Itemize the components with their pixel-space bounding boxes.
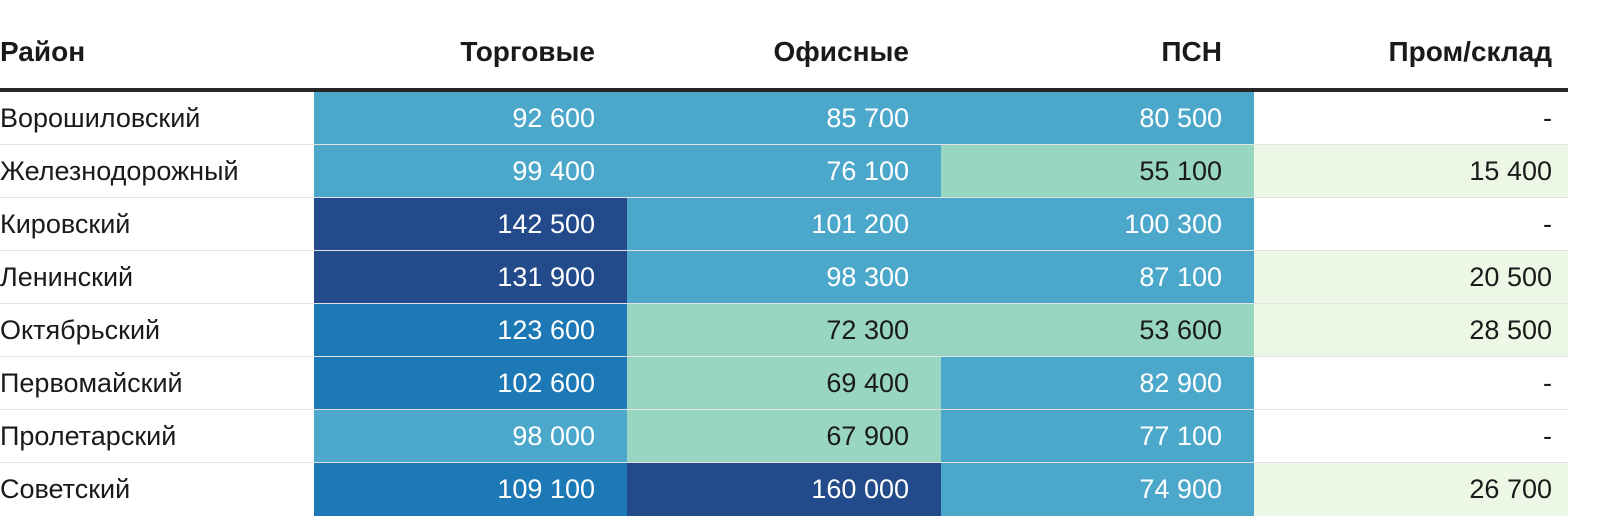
value-cell-Торговые: 109 100 (314, 463, 627, 516)
value-cell-ПСН: 74 900 (941, 463, 1254, 516)
district-name: Кировский (0, 209, 131, 239)
value-cell-ПСН: 77 100 (941, 410, 1254, 463)
value-cell-Торговые: 142 500 (314, 198, 627, 251)
value-cell-Пром/склад: - (1254, 92, 1568, 145)
district-name: Железнодорожный (0, 156, 239, 186)
column-header-4: Пром/склад (1388, 36, 1552, 67)
value-cell-Пром/склад: 28 500 (1254, 304, 1568, 357)
row-divider (0, 250, 1568, 251)
district-name: Пролетарский (0, 421, 177, 451)
value-cell-ПСН: 100 300 (941, 198, 1254, 251)
table-row: Октябрьский 123 600 72 300 53 600 28 500 (0, 304, 1568, 357)
value-cell-Пром/склад: 15 400 (1254, 145, 1568, 198)
district-name: Советский (0, 474, 131, 504)
table-row: Ворошиловский 92 600 85 700 80 500- (0, 92, 1568, 145)
row-divider (0, 356, 1568, 357)
heatmap-table: Район Торговые Офисные ПСН Пром/склад Вороши… (0, 0, 1568, 516)
value-cell-ПСН: 55 100 (941, 145, 1254, 198)
value-cell-ПСН: 87 100 (941, 251, 1254, 304)
district-name: Октябрьский (0, 315, 161, 345)
value-cell-Офисные: 160 000 (627, 463, 941, 516)
row-divider (0, 303, 1568, 304)
value-cell-Офисные: 76 100 (627, 145, 941, 198)
row-divider (0, 409, 1568, 410)
value-cell-Торговые: 92 600 (314, 92, 627, 145)
district-name: Первомайский (0, 368, 183, 398)
table-row: Советский 109 100 160 000 74 900 26 700 (0, 463, 1568, 516)
table-row: Железнодорожный 99 400 76 100 55 100 15 400 (0, 145, 1568, 198)
value-cell-Офисные: 72 300 (627, 304, 941, 357)
value-cell-Торговые: 98 000 (314, 410, 627, 463)
district-name: Ленинский (0, 262, 134, 292)
district-name: Ворошиловский (0, 103, 201, 133)
table-row: Ленинский 131 900 98 300 87 100 20 500 (0, 251, 1568, 304)
value-cell-Офисные: 67 900 (627, 410, 941, 463)
column-header-1: Торговые (460, 36, 595, 67)
value-cell-Торговые: 131 900 (314, 251, 627, 304)
value-cell-Офисные: 69 400 (627, 357, 941, 410)
column-header-2: Офисные (773, 36, 909, 67)
value-cell-ПСН: 80 500 (941, 92, 1254, 145)
row-divider (0, 144, 1568, 145)
value-cell-Офисные: 101 200 (627, 198, 941, 251)
table-body: Ворошиловский 92 600 85 700 80 500- Железнод… (0, 92, 1568, 516)
value-cell-Пром/склад: - (1254, 357, 1568, 410)
value-cell-Торговые: 123 600 (314, 304, 627, 357)
value-cell-Офисные: 85 700 (627, 92, 941, 145)
value-cell-Пром/склад: - (1254, 198, 1568, 251)
row-divider (0, 462, 1568, 463)
table-row: Пролетарский 98 000 67 900 77 100- (0, 410, 1568, 463)
column-header-3: ПСН (1161, 36, 1222, 67)
row-divider (0, 197, 1568, 198)
value-cell-Пром/склад: 20 500 (1254, 251, 1568, 304)
value-cell-Пром/склад: 26 700 (1254, 463, 1568, 516)
value-cell-Офисные: 98 300 (627, 251, 941, 304)
table-row: Первомайский 102 600 69 400 82 900- (0, 357, 1568, 410)
value-cell-Торговые: 99 400 (314, 145, 627, 198)
value-cell-Пром/склад: - (1254, 410, 1568, 463)
value-cell-ПСН: 82 900 (941, 357, 1254, 410)
value-cell-ПСН: 53 600 (941, 304, 1254, 357)
table-header: Район Торговые Офисные ПСН Пром/склад (0, 0, 1568, 92)
value-cell-Торговые: 102 600 (314, 357, 627, 410)
table-row: Кировский 142 500 101 200 100 300- (0, 198, 1568, 251)
column-header-0: Район (0, 36, 86, 67)
